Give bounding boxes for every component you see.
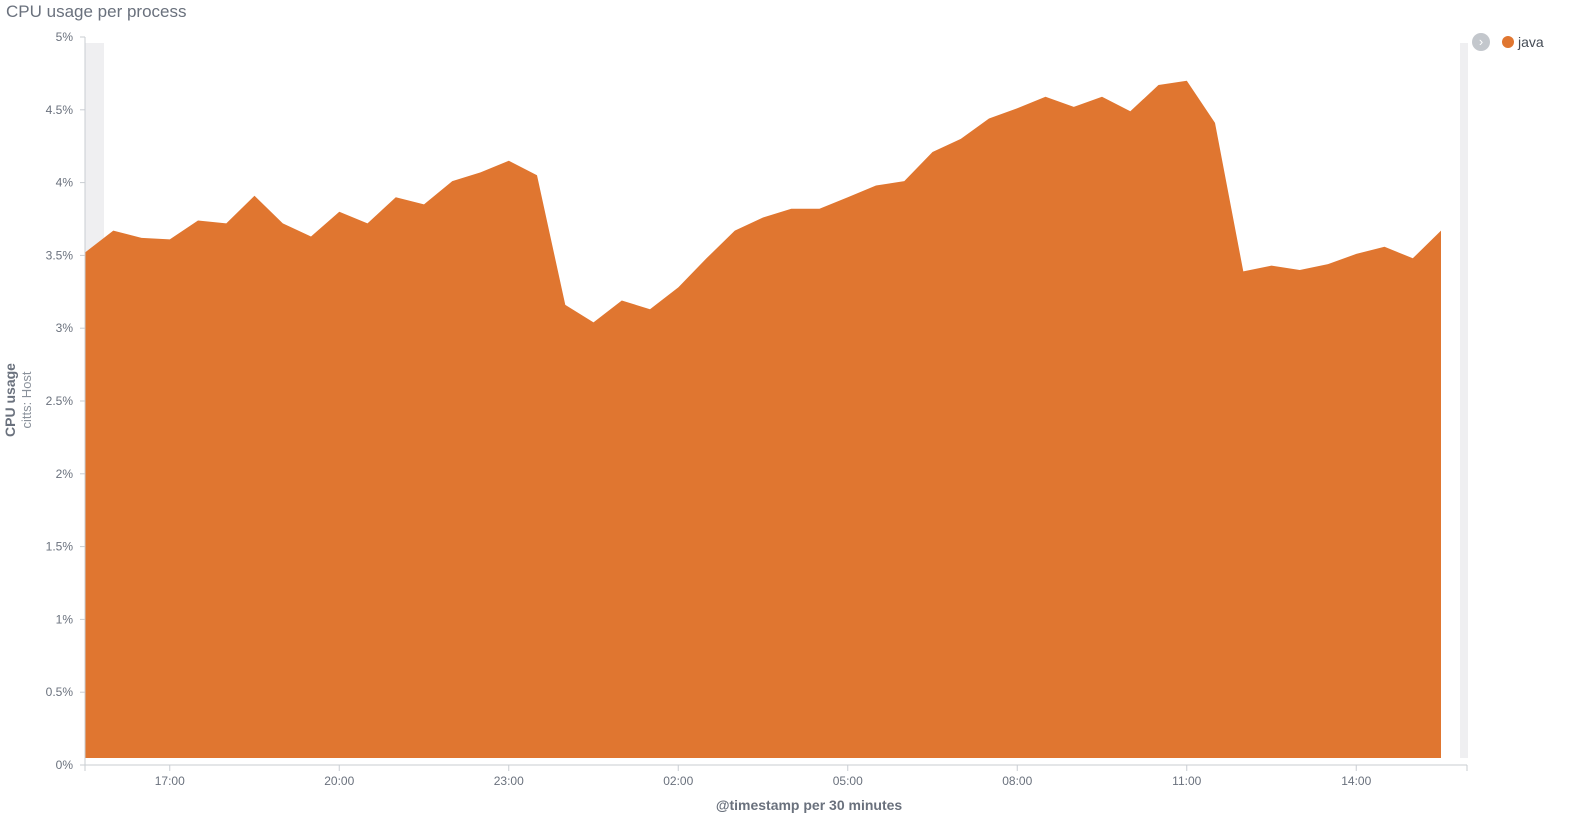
- legend-dot: [1502, 36, 1514, 48]
- y-tick-label: 0%: [56, 758, 74, 772]
- x-tick-label: 14:00: [1341, 774, 1371, 788]
- x-tick-label: 08:00: [1002, 774, 1032, 788]
- y-tick-label: 3.5%: [46, 248, 74, 262]
- area-layer: [85, 80, 1441, 758]
- y-tick-label: 0.5%: [46, 685, 74, 699]
- y-tick-label: 1.5%: [46, 540, 74, 554]
- x-axis-label: @timestamp per 30 minutes: [716, 797, 903, 813]
- x-tick-label: 23:00: [494, 774, 524, 788]
- y-tick-label: 3%: [56, 321, 74, 335]
- y-tick-label: 2%: [56, 467, 74, 481]
- x-tick-label: 17:00: [155, 774, 185, 788]
- y-tick-label: 2.5%: [46, 394, 74, 408]
- y-tick-label: 4.5%: [46, 103, 74, 117]
- x-tick-label: 20:00: [324, 774, 354, 788]
- x-tick-label: 05:00: [833, 774, 863, 788]
- y-tick-label: 5%: [56, 30, 74, 44]
- x-tick-label: 02:00: [663, 774, 693, 788]
- series-java-area[interactable]: [85, 80, 1441, 758]
- legend-label: java: [1518, 34, 1544, 50]
- chart-title: CPU usage per process: [6, 2, 187, 21]
- partial-bucket-band-end: [1460, 43, 1468, 758]
- y-axis-sublabel: citts: Host: [19, 371, 34, 428]
- x-tick-label: 11:00: [1172, 774, 1201, 788]
- legend-item-java[interactable]: java: [1502, 34, 1544, 50]
- legend: › java: [1472, 33, 1544, 51]
- y-axis: 0% 0.5% 1% 1.5% 2% 2.5% 3% 3.5% 4% 4.5% 5%: [46, 30, 86, 772]
- y-axis-title: CPU usage citts: Host: [2, 363, 34, 437]
- y-tick-label: 4%: [56, 176, 74, 190]
- y-tick-label: 1%: [56, 612, 74, 626]
- y-axis-label: CPU usage: [2, 363, 18, 437]
- chevron-right-icon[interactable]: ›: [1472, 33, 1490, 51]
- x-axis: 17:00 20:00 23:00 02:00 05:00 08:00 11:00 14:00: [84, 764, 1468, 788]
